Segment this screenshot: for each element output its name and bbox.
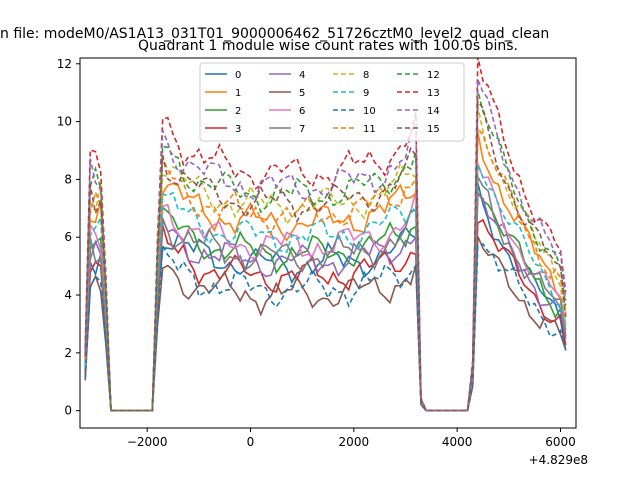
series-line-5 (84, 236, 567, 412)
axes-frame (79, 57, 577, 429)
series-line-12 (84, 90, 567, 412)
legend-label-11: 11 (363, 124, 376, 135)
plot-area (79, 57, 577, 429)
y-tick-label: 10 (57, 115, 72, 129)
y-tick-label: 0 (64, 404, 72, 418)
legend-label-10: 10 (363, 106, 376, 117)
series-layer (84, 58, 567, 412)
x-tick-label: 0 (247, 435, 255, 449)
x-tick-label: 2000 (339, 435, 370, 449)
series-line-7 (84, 173, 567, 412)
series-line-14 (84, 79, 567, 412)
series-line-1 (84, 131, 567, 412)
legend-label-4: 4 (299, 70, 305, 81)
series-line-6 (84, 163, 567, 412)
y-tick-label: 8 (64, 172, 72, 186)
series-line-15 (84, 99, 567, 412)
x-tick-label: 4000 (442, 435, 473, 449)
figure-suptitle: n file: modeM0/AS1A13_031T01_9000006462_… (0, 26, 549, 42)
y-tick-label: 12 (57, 57, 72, 71)
legend-box (199, 62, 465, 142)
legend-label-3: 3 (235, 124, 241, 135)
legend-label-12: 12 (427, 70, 440, 81)
y-tick-label: 4 (64, 288, 72, 302)
legend-label-0: 0 (235, 70, 241, 81)
series-line-8 (84, 105, 567, 412)
series-line-2 (84, 190, 567, 412)
legend-label-14: 14 (427, 106, 440, 117)
x-tick-label: 6000 (545, 435, 576, 449)
x-offset-label: +4.829e8 (529, 453, 588, 467)
legend-label-9: 9 (363, 88, 369, 99)
legend-label-1: 1 (235, 88, 241, 99)
y-axis: 0 2 4 6 8 10 12 (57, 57, 80, 418)
legend-label-6: 6 (299, 106, 305, 117)
legend-label-8: 8 (363, 70, 369, 81)
y-tick-label: 6 (64, 230, 72, 244)
series-line-10 (84, 242, 567, 412)
x-tick-label: −2000 (127, 435, 168, 449)
legend-label-2: 2 (235, 106, 241, 117)
legend-label-15: 15 (427, 124, 440, 135)
y-tick-label: 2 (64, 346, 72, 360)
legend-label-13: 13 (427, 88, 440, 99)
chart-title: Quadrant 1 module wise count rates with … (138, 38, 518, 54)
series-line-3 (84, 218, 567, 412)
x-axis: −2000 0 2000 4000 6000 (127, 428, 576, 449)
series-line-13 (84, 58, 567, 412)
legend-label-7: 7 (299, 124, 305, 135)
series-line-9 (84, 164, 567, 412)
legend-label-5: 5 (299, 88, 305, 99)
